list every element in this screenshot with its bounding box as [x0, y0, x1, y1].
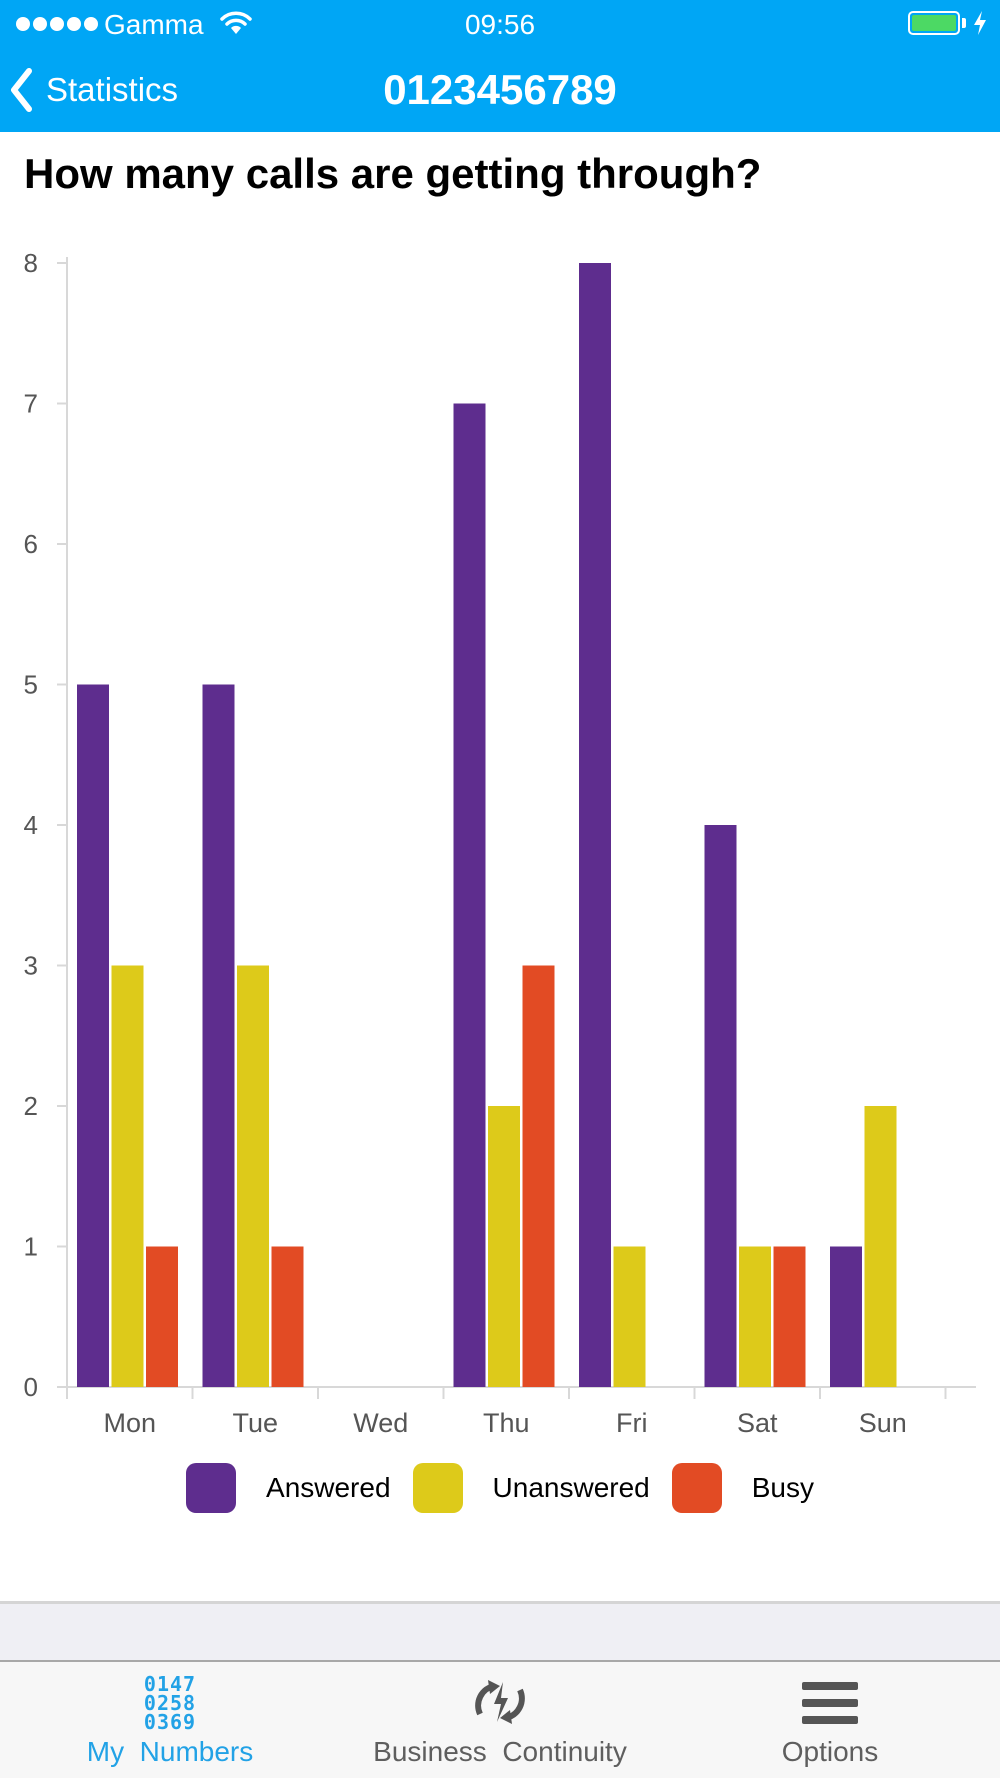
tab-business-continuity[interactable]: Business Continuity [340, 1662, 660, 1778]
bar-unanswered-fri [613, 1246, 646, 1387]
tab-label-options: Options [781, 1736, 879, 1767]
y-tick-label: 6 [24, 529, 38, 559]
battery-cap [962, 18, 966, 28]
bar-unanswered-sun [864, 1106, 897, 1387]
page-heading: How many calls are getting through? [24, 150, 762, 197]
tab-my-numbers[interactable]: 0147 0258 0369 My Numbers [0, 1662, 340, 1778]
x-tick-label: Sat [737, 1408, 778, 1438]
bar-busy-tue [271, 1246, 304, 1387]
empty-footer-area [0, 1604, 1000, 1660]
x-tick-label: Tue [232, 1408, 278, 1438]
carrier-name: Gamma [104, 9, 204, 40]
y-tick-label: 7 [24, 389, 38, 419]
legend-label-unanswered: Unanswered [492, 1472, 650, 1503]
bar-busy-sat [773, 1246, 806, 1387]
nav-title: 0123456789 [383, 66, 617, 113]
bar-unanswered-mon [111, 965, 144, 1387]
chevron-left-icon [11, 68, 32, 112]
bar-unanswered-thu [488, 1106, 520, 1387]
tab-bar: 0147 0258 0369 My Numbers Business Conti… [0, 1660, 1000, 1778]
calls-bar-chart: 0 1 2 3 4 5 6 7 8 Mon Tue Wed Thu Fri Sat Sun [24, 248, 976, 1438]
battery-icon [908, 11, 960, 35]
bar-busy-mon [146, 1246, 178, 1387]
status-bar: Gamma 09:56 [0, 0, 1000, 50]
x-tick-label: Fri [616, 1408, 647, 1438]
charging-bolt-icon [974, 11, 986, 35]
x-tick-label: Sun [859, 1408, 907, 1438]
back-button-label: Statistics [46, 71, 179, 108]
x-tick-label: Thu [483, 1408, 530, 1438]
battery-level-fill [912, 15, 956, 31]
y-tick-label: 4 [24, 810, 38, 840]
bar-unanswered-tue [237, 965, 269, 1387]
y-tick-label: 0 [24, 1372, 38, 1402]
back-button[interactable]: Statistics [10, 60, 178, 120]
x-tick-label: Mon [103, 1408, 156, 1438]
content-divider [0, 1601, 1000, 1604]
y-tick-label: 3 [24, 951, 38, 981]
y-tick-label: 8 [24, 248, 38, 278]
chart-legend: Answered Unanswered Busy [0, 1462, 1000, 1514]
bar-answered-sat [704, 825, 737, 1387]
bar-unanswered-sat [739, 1246, 771, 1387]
bar-busy-thu [522, 965, 555, 1387]
status-time: 09:56 [464, 9, 536, 40]
bar-answered-mon [77, 684, 109, 1387]
bar-answered-sun [830, 1246, 862, 1387]
y-tick-label: 2 [24, 1091, 38, 1121]
tab-options[interactable]: Options [660, 1662, 1000, 1778]
bar-answered-tue [202, 684, 235, 1387]
legend-swatch-answered [186, 1463, 237, 1513]
bar-answered-thu [453, 403, 486, 1387]
y-tick-label: 5 [24, 670, 38, 700]
legend-label-busy: Busy [751, 1472, 814, 1503]
top-bar: Gamma 09:56 Statistics 0123456789 [0, 0, 1000, 132]
y-tick-label: 1 [24, 1232, 38, 1262]
numbers-grid-icon: 0147 0258 0369 [143, 1672, 197, 1734]
legend-label-answered: Answered [266, 1472, 391, 1503]
continuity-arrows-icon [475, 1680, 525, 1724]
navigation-bar: Statistics 0123456789 [0, 50, 1000, 132]
legend-swatch-busy [671, 1463, 722, 1513]
signal-dots-icon [16, 17, 98, 31]
legend-item-unanswered: Unanswered [412, 1463, 650, 1513]
tab-label-my-numbers: My Numbers [86, 1736, 254, 1767]
tab-label-business-continuity: Business Continuity [373, 1736, 627, 1767]
wifi-icon [220, 11, 252, 34]
x-tick-label: Wed [353, 1408, 408, 1438]
bar-answered-fri [579, 263, 611, 1387]
menu-lines-icon [802, 1682, 858, 1724]
legend-swatch-unanswered [412, 1463, 463, 1513]
legend-item-busy: Busy [671, 1463, 814, 1513]
legend-item-answered: Answered [186, 1463, 391, 1513]
